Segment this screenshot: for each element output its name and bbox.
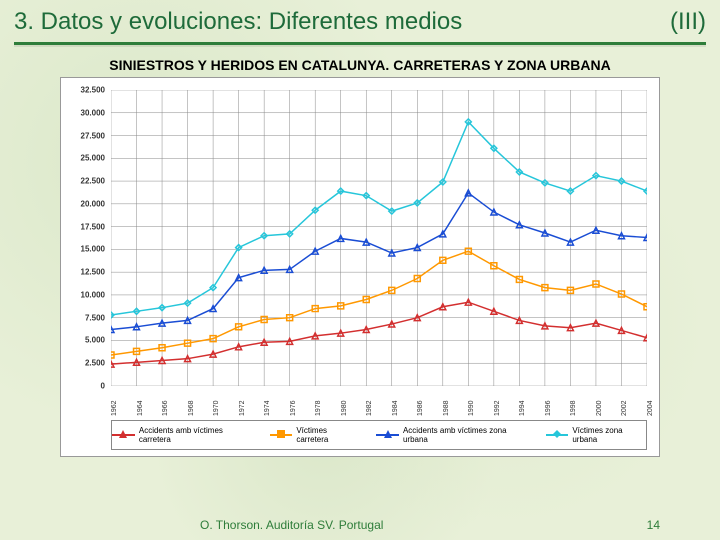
y-tick-label: 27.500 — [81, 131, 105, 140]
x-tick-label: 1968 — [188, 400, 195, 416]
y-tick-label: 30.000 — [81, 108, 105, 117]
x-tick-label: 1986 — [417, 400, 424, 416]
chart-subtitle: SINIESTROS Y HERIDOS EN CATALUNYA. CARRE… — [0, 57, 720, 73]
legend-item: Víctimes carretera — [270, 426, 359, 444]
title-right: (III) — [670, 8, 706, 36]
chart-legend: Accidents amb víctimes carretera Víctimes… — [111, 420, 647, 450]
legend-item: Víctimes zona urbana — [546, 426, 647, 444]
y-tick-label: 32.500 — [81, 86, 105, 95]
x-tick-label: 1992 — [494, 400, 501, 416]
x-tick-label: 1962 — [111, 400, 118, 416]
x-tick-label: 1976 — [290, 400, 297, 416]
x-tick-label: 2004 — [647, 400, 654, 416]
x-tick-label: 1980 — [341, 400, 348, 416]
y-tick-label: 25.000 — [81, 154, 105, 163]
title-underline-shadow — [14, 45, 706, 47]
x-tick-label: 1996 — [545, 400, 552, 416]
x-axis-labels: 1962196419661968197019721974197619781980… — [111, 388, 647, 412]
chart-series — [111, 90, 647, 386]
y-axis-labels: 02.5005.0007.50010.00012.50015.00017.500… — [61, 90, 109, 386]
slide-footer: O. Thorson. Auditoría SV. Portugal 14 — [0, 518, 720, 532]
x-tick-label: 1990 — [468, 400, 475, 416]
x-tick-label: 1994 — [519, 400, 526, 416]
plot-area — [111, 90, 647, 386]
x-tick-label: 1970 — [213, 400, 220, 416]
x-tick-label: 1982 — [366, 400, 373, 416]
page-number: 14 — [647, 518, 660, 532]
x-tick-label: 1964 — [137, 400, 144, 416]
legend-item: Accidents amb víctimes carretera — [112, 426, 252, 444]
legend-label: Accidents amb víctimes zona urbana — [403, 426, 528, 444]
x-tick-label: 1974 — [264, 400, 271, 416]
y-tick-label: 2.500 — [85, 359, 105, 368]
x-tick-label: 1998 — [570, 400, 577, 416]
y-tick-label: 20.000 — [81, 199, 105, 208]
legend-label: Víctimes zona urbana — [572, 426, 646, 444]
chart-container: 0 2.500 5.000 7.500 10.000 12.500 15.000 17.500… — [60, 77, 660, 457]
x-tick-label: 2000 — [596, 400, 603, 416]
y-tick-label: 22.500 — [81, 177, 105, 186]
footer-credit: O. Thorson. Auditoría SV. Portugal — [200, 518, 383, 532]
x-tick-label: 1988 — [443, 400, 450, 416]
legend-label: Víctimes carretera — [296, 426, 358, 444]
legend-label: Accidents amb víctimes carretera — [139, 426, 252, 444]
slide-title-bar: 3. Datos y evoluciones: Diferentes medio… — [0, 0, 720, 40]
x-tick-label: 1966 — [162, 400, 169, 416]
x-tick-label: 1972 — [239, 400, 246, 416]
legend-item: Accidents amb víctimes zona urbana — [376, 426, 527, 444]
y-tick-label: 15.000 — [81, 245, 105, 254]
y-tick-label: 0 — [101, 382, 105, 391]
y-tick-label: 7.500 — [85, 313, 105, 322]
x-tick-label: 1978 — [315, 400, 322, 416]
y-tick-label: 12.500 — [81, 268, 105, 277]
x-tick-label: 2002 — [621, 400, 628, 416]
y-tick-label: 10.000 — [81, 290, 105, 299]
x-tick-label: 1984 — [392, 400, 399, 416]
y-tick-label: 5.000 — [85, 336, 105, 345]
y-tick-label: 17.500 — [81, 222, 105, 231]
title-left: 3. Datos y evoluciones: Diferentes medio… — [14, 8, 462, 36]
